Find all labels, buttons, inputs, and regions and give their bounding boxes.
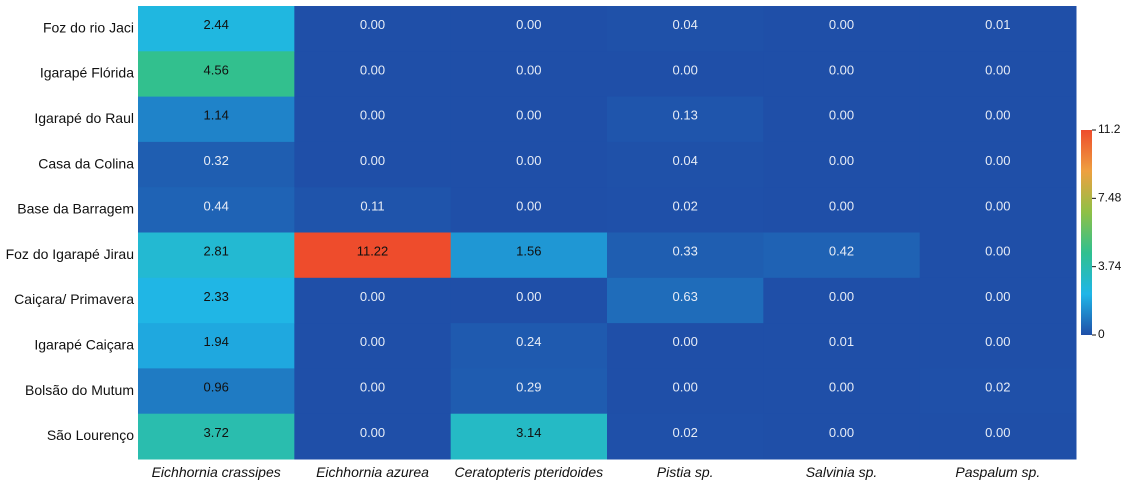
cell-value-label: 0.01	[829, 334, 854, 349]
cell-value-label: 0.02	[985, 379, 1010, 394]
cell-value-label: 0.00	[829, 153, 854, 168]
cell-value-label: 0.00	[360, 379, 385, 394]
cell-value-label: 0.00	[360, 425, 385, 440]
cell-value-label: 2.33	[204, 289, 229, 304]
row-label: Igarapé do Raul	[34, 110, 134, 126]
cell-value-label: 2.44	[204, 17, 229, 32]
colorbar-gradient	[1081, 130, 1092, 335]
column-labels: Eichhornia crassipes Eichhornia azurea Cer…	[152, 464, 1041, 480]
column-label: Eichhornia crassipes	[152, 464, 281, 480]
heatmap-cells: 2.44 0.00 0.00 0.04 0.00 0.01 4.56 0.00 0.00 0.00…	[138, 6, 1077, 460]
cell-value-label: 0.00	[985, 108, 1010, 123]
column-label: Eichhornia azurea	[316, 464, 429, 480]
cell-value-label: 2.81	[204, 244, 229, 259]
colorbar-tick-label: 3.74	[1098, 259, 1122, 273]
cell-value-label: 0.00	[985, 334, 1010, 349]
cell-value-label: 0.00	[516, 17, 541, 32]
cell-value-label: 0.00	[985, 289, 1010, 304]
column-label: Ceratopteris pteridoides	[455, 464, 604, 480]
cell-value-label: 0.02	[673, 425, 698, 440]
cell-value-label: 0.24	[516, 334, 541, 349]
cell-value-label: 0.33	[673, 244, 698, 259]
cell-value-label: 0.00	[829, 289, 854, 304]
row-label: Base da Barragem	[17, 201, 134, 217]
cell-value-label: 11.22	[357, 244, 389, 259]
cell-value-label: 0.04	[673, 17, 698, 32]
cell-value-label: 0.00	[829, 379, 854, 394]
cell-value-label: 0.96	[204, 379, 229, 394]
cell-value-label: 0.00	[516, 289, 541, 304]
cell-value-label: 0.00	[516, 62, 541, 77]
cell-value-label: 0.04	[673, 153, 698, 168]
colorbar-tick-label: 11.2	[1098, 122, 1121, 136]
cell-value-label: 0.00	[985, 62, 1010, 77]
cell-value-label: 0.00	[829, 17, 854, 32]
column-label: Pistia sp.	[657, 464, 714, 480]
cell-value-label: 0.01	[985, 17, 1010, 32]
cell-value-label: 0.32	[204, 153, 229, 168]
cell-value-label: 0.00	[673, 62, 698, 77]
cell-value-label: 1.56	[516, 244, 541, 259]
cell-value-label: 0.00	[516, 108, 541, 123]
cell-value-label: 0.00	[673, 379, 698, 394]
cell-value-label: 1.94	[204, 334, 229, 349]
cell-value-label: 0.00	[985, 198, 1010, 213]
cell-value-label: 0.42	[829, 244, 854, 259]
cell-value-label: 0.00	[516, 153, 541, 168]
row-label: São Lourenço	[47, 427, 134, 443]
cell-value-label: 0.00	[829, 198, 854, 213]
cell-value-label: 0.00	[829, 425, 854, 440]
colorbar-tick-label: 7.48	[1098, 191, 1122, 205]
row-label: Igarapé Flórida	[40, 65, 134, 81]
cell-value-label: 3.72	[204, 425, 229, 440]
cell-value-label: 1.14	[204, 108, 229, 123]
cell-value-label: 0.00	[829, 108, 854, 123]
row-labels: Foz do rio Jaci Igarapé Flórida Igarapé do…	[6, 19, 135, 443]
cell-value-label: 0.00	[360, 62, 385, 77]
row-label: Caiçara/ Primavera	[14, 291, 134, 307]
row-label: Foz do Igarapé Jirau	[6, 246, 134, 262]
cell-value-label: 0.00	[985, 244, 1010, 259]
cell-value-label: 0.00	[360, 334, 385, 349]
row-label: Casa da Colina	[38, 155, 134, 171]
cell-value-label: 0.00	[673, 334, 698, 349]
row-label: Foz do rio Jaci	[43, 19, 134, 35]
cell-value-label: 0.00	[360, 17, 385, 32]
cell-value-label: 0.00	[985, 425, 1010, 440]
row-label: Igarapé Caiçara	[34, 336, 134, 352]
cell-value-label: 0.13	[673, 108, 698, 123]
cell-value-label: 0.02	[673, 198, 698, 213]
cell-value-label: 0.00	[985, 153, 1010, 168]
cell-value-label: 0.00	[360, 289, 385, 304]
cell-value-label: 0.44	[204, 198, 229, 213]
column-label: Salvinia sp.	[806, 464, 878, 480]
cell-value-label: 0.00	[360, 108, 385, 123]
row-label: Bolsão do Mutum	[25, 382, 134, 398]
cell-value-label: 0.00	[829, 62, 854, 77]
cell-value-label: 0.63	[673, 289, 698, 304]
cell-value-label: 3.14	[516, 425, 541, 440]
colorbar-tick-label: 0	[1098, 327, 1105, 341]
colorbar: 11.2 7.48 3.74 0	[1081, 122, 1122, 341]
cell-value-label: 0.00	[516, 198, 541, 213]
column-label: Paspalum sp.	[955, 464, 1040, 480]
cell-value-label: 0.11	[360, 198, 384, 213]
cell-value-label: 4.56	[204, 62, 229, 77]
cell-value-label: 0.29	[516, 379, 541, 394]
cell-value-label: 0.00	[360, 153, 385, 168]
